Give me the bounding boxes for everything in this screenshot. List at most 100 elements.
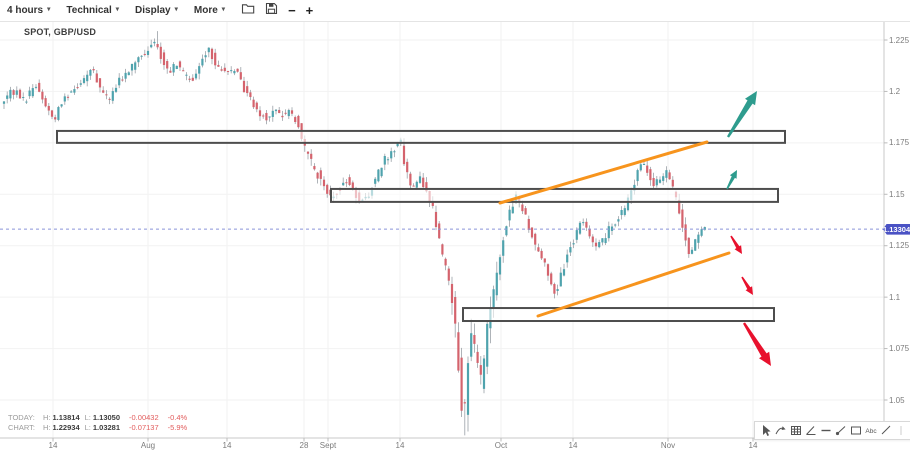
trendline-tool[interactable]: [834, 424, 847, 437]
chart-low-value: 1.03281: [92, 422, 121, 432]
candle-up: [201, 58, 204, 66]
display-menu[interactable]: Display ▾: [135, 5, 178, 16]
horizontal-line-tool[interactable]: [819, 424, 832, 437]
ray-tool[interactable]: [879, 424, 892, 437]
candle-up: [137, 57, 140, 63]
candle-up: [374, 178, 377, 184]
candle-down: [438, 223, 441, 239]
grid-tool[interactable]: [789, 424, 802, 437]
candle-up: [502, 240, 505, 256]
today-high-value: 1.13814: [52, 413, 80, 422]
arrow-draw-tool[interactable]: [774, 424, 787, 437]
candle-down: [217, 64, 220, 67]
candle-down: [262, 115, 265, 117]
save-layout-button[interactable]: [265, 2, 278, 20]
candle-down: [678, 199, 681, 214]
candle-down: [434, 211, 438, 228]
chart-change-pct: -5.9%: [167, 422, 188, 432]
open-layout-button[interactable]: [241, 2, 255, 20]
candle-up: [150, 44, 153, 48]
zone-rectangle[interactable]: [462, 307, 775, 323]
candle-down: [236, 68, 239, 72]
candle-down: [188, 78, 191, 80]
zoom-in-button[interactable]: +: [305, 3, 314, 18]
candle-down: [681, 209, 684, 228]
candle-down: [345, 182, 348, 184]
bullish-arrow[interactable]: [727, 91, 757, 138]
candle-up: [9, 89, 12, 99]
candle-down: [687, 237, 690, 255]
candle-up: [658, 179, 662, 183]
candle-up: [63, 96, 66, 102]
rectangle-tool[interactable]: [849, 424, 862, 437]
candle-down: [406, 161, 409, 173]
candle-down: [530, 227, 534, 238]
trendline[interactable]: [536, 251, 731, 318]
trendline[interactable]: [498, 140, 709, 205]
candle-up: [175, 65, 178, 69]
high-label: H:: [43, 422, 51, 432]
candle-down: [409, 173, 412, 186]
technical-menu[interactable]: Technical ▾: [66, 5, 119, 16]
candle-down: [178, 61, 182, 68]
drawing-toolbar: Abc: [754, 421, 910, 440]
candle-up: [146, 50, 150, 55]
time-tick-label: 14: [222, 441, 232, 450]
candle-up: [607, 226, 610, 239]
price-tick-label: 1.125: [889, 241, 910, 251]
candle-up: [185, 74, 188, 76]
trend-angle-tool[interactable]: [804, 424, 817, 437]
zone-rectangle[interactable]: [56, 129, 786, 144]
candle-up: [665, 170, 668, 178]
candle-down: [249, 92, 252, 98]
candle-up: [556, 289, 559, 292]
more-menu[interactable]: More ▾: [194, 5, 225, 16]
candle-up: [575, 230, 578, 240]
time-tick-label: Oct: [494, 441, 508, 450]
zone-annotations: [56, 129, 786, 323]
bullish-arrow[interactable]: [726, 170, 737, 190]
candle-down: [646, 165, 649, 173]
candle-up: [31, 88, 34, 97]
candle-down: [297, 115, 300, 128]
candle-up: [287, 109, 290, 117]
candle-up: [604, 238, 607, 244]
price-tick-label: 1.15: [889, 189, 905, 199]
timeframe-menu[interactable]: 4 hours ▾: [7, 5, 50, 16]
candle-up: [418, 176, 422, 183]
timeframe-menu-label: 4 hours: [7, 5, 44, 16]
text-tool[interactable]: Abc: [864, 424, 877, 437]
candle-down: [594, 242, 598, 247]
candle-up: [172, 64, 175, 73]
candle-down: [95, 73, 98, 83]
time-tick-label: 14: [748, 441, 758, 450]
candle-down: [162, 52, 166, 66]
candle-up: [495, 272, 498, 296]
zoom-out-button[interactable]: −: [288, 3, 296, 18]
candle-down: [191, 77, 194, 81]
cursor-tool[interactable]: [759, 424, 772, 437]
bearish-arrow[interactable]: [743, 322, 771, 366]
chart-change-value: -0.07137: [129, 422, 159, 432]
bearish-arrow[interactable]: [730, 235, 742, 254]
candle-up: [486, 323, 489, 367]
candle-up: [207, 47, 210, 53]
candle-down: [44, 98, 47, 107]
candle-down: [402, 145, 406, 165]
candle-down: [479, 365, 482, 375]
candle-down: [319, 170, 322, 179]
candle-up: [601, 238, 604, 243]
candle-down: [98, 78, 102, 88]
candle-down: [220, 69, 223, 71]
candle-up: [642, 164, 646, 166]
bearish-arrow[interactable]: [741, 276, 753, 295]
candle-down: [537, 247, 540, 252]
price-tick-label: 1.2: [889, 86, 901, 96]
candle-up: [127, 72, 130, 76]
candle-down: [210, 48, 214, 60]
zone-rectangle[interactable]: [330, 187, 779, 203]
price-tick-label: 1.225: [889, 35, 910, 45]
candle-down: [223, 67, 226, 72]
time-tick-label: 14: [395, 441, 405, 450]
